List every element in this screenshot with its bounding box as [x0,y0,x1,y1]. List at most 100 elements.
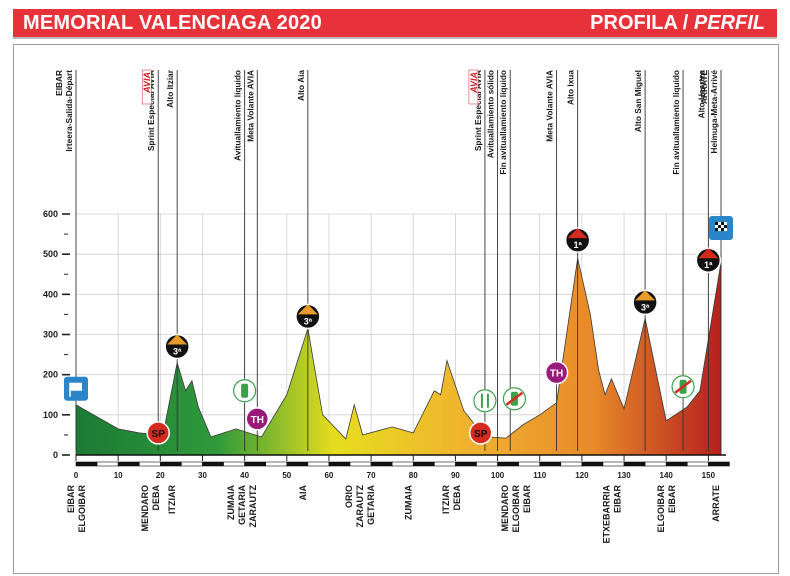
x-tick-label: 90 [451,471,460,480]
x-tick-label: 10 [114,471,123,480]
checker-square [721,225,724,229]
marker-intermediate: TH [544,360,569,385]
annotation-label: Alto Ixua [566,70,576,105]
top-annotation: Alto San Miguel [633,70,646,451]
km-scale-segment [286,461,309,467]
place-label: ZUMAIA [226,485,236,520]
marker-climb-3: 3ª [295,303,321,330]
y-tick-label: 100 [43,410,58,420]
climb-category-label: 3ª [641,302,650,312]
x-tick-label: 20 [156,471,165,480]
y-tick-label: 300 [43,330,58,340]
bottle-shape [241,383,249,398]
x-tick-label: 110 [533,471,546,480]
top-annotation: Alto Aia [296,70,309,451]
annotation-label: Alto Itziar [165,69,175,108]
place-label: ELGOIBAR [656,485,666,533]
place-label: ITZIAR [441,485,451,514]
marker-sprint: SP [468,421,493,445]
marker-climb-3: 3ª [164,333,190,360]
km-scale-segment [181,461,203,467]
annotation-label: Alto Aia [296,70,306,101]
climb-category-label: 3ª [304,316,313,326]
place-label-group: ETXEBARRIA EIBAR [601,485,622,544]
km-scale-segment [686,461,709,467]
annotation-label: Meta Volante AVIA [545,70,555,142]
marker-bottle [232,378,257,403]
km-scale-segment [75,461,98,467]
profile-heading-main: PROFILA / [590,12,694,34]
intermediate-sprint-icon [544,360,569,385]
mountain-shape [635,290,656,301]
marker-sprint: SP [146,421,170,445]
avia-logo-text: AVIA [142,72,152,94]
place-label-group: MENDARO ELGOIBAR EIBAR [500,485,532,533]
header-banner: MEMORIAL VALENCIAGA 2020 PROFILA / PERFI… [13,9,777,39]
place-label: ARRATE [711,485,721,522]
checker-square [718,225,721,229]
checker-square [718,222,721,226]
km-scale-segment [476,461,498,467]
place-label-group: EIBAR ELGOIBAR [66,485,87,533]
checker-square [724,225,727,229]
top-annotation: Alto Itziar [165,69,178,451]
x-tick-label: 40 [240,471,249,480]
marker-food [473,389,497,413]
marker-climb-1: 1ª [695,247,722,273]
place-label: MENDARO [140,485,150,532]
km-scale-segment [265,461,288,467]
place-label-group: ORIO ZARAUTZ GETARIA [344,485,376,528]
place-label: EIBAR [522,485,532,514]
y-tick-label: 200 [43,370,58,380]
x-tick-label: 60 [324,471,333,480]
place-label: EIBAR [66,485,76,514]
profile-heading: PROFILA / PERFIL [590,12,765,35]
km-scale-segment [138,461,161,467]
km-scale-segment [244,461,267,467]
place-label-group: MENDARO DEBA [140,485,161,532]
climb-category-label: 3ª [173,347,182,357]
avia-logo: AVIA [141,69,152,105]
annotation-label: Avituallamiento sólido [486,70,496,158]
annotation-label: Irteera-Salida-Départ [64,70,74,152]
marker-finish-flag [709,216,733,241]
top-annotation: Meta Volante AVIA [545,70,558,451]
km-scale-segment [160,461,182,467]
km-scale-segment [518,461,541,467]
top-annotation: Alto Ixua [566,70,579,451]
place-label: GETARIA [366,485,376,525]
place-label: AIA [298,485,308,501]
elevation-profile-area [75,258,722,456]
place-label: EIBAR [667,485,677,514]
place-label: ETXEBARRIA [601,485,611,544]
x-tick-label: 130 [617,471,631,480]
place-label: ZARAUTZ [355,485,365,528]
sprint-icon [146,421,170,445]
avia-logo: AVIA [468,69,479,105]
checker-square [721,222,724,226]
checker-square [721,228,724,232]
x-tick-label: 100 [491,471,505,480]
km-scale-segment [349,461,372,467]
strike-line [674,379,692,394]
place-label-group: ITZIAR [167,485,177,514]
km-scale-segment [455,461,477,467]
y-tick-label: 400 [43,289,58,299]
mountain-shape [297,304,318,315]
km-scale-segment [328,461,351,467]
km-scale-segment [560,461,583,467]
sprint-label: SP [152,429,166,440]
mountain-shape [167,334,188,345]
annotation-label: Alto Usartza [696,70,706,119]
marker-bottle-end [502,387,527,411]
km-scale-segment [539,461,562,467]
strike-line [505,391,524,406]
checker-square [715,225,718,229]
km-scale-segment [644,461,667,467]
checker-square [718,228,721,232]
annotation-label: Sprint Especial AVIA [473,70,483,151]
place-label-group: ARRATE [711,485,721,522]
top-annotation: Meta Volante AVIA [245,70,258,451]
